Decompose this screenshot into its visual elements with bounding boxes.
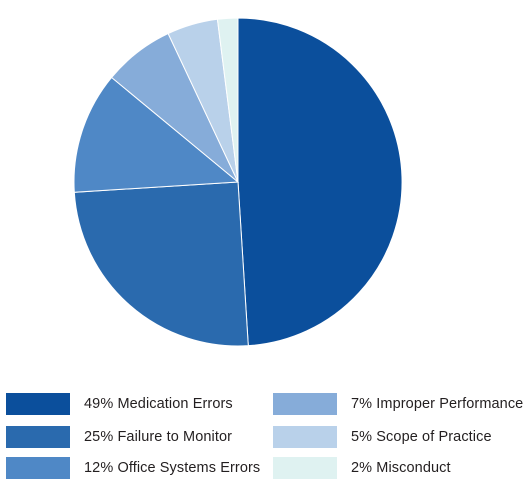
legend-item-misconduct: 2% Misconduct (273, 456, 451, 480)
pie-slice-office-systems-errors (73, 76, 240, 193)
legend-label: 49% Medication Errors (84, 396, 233, 412)
legend-item-scope-of-practice: 5% Scope of Practice (273, 425, 492, 449)
pie-slice-failure-to-monitor (73, 181, 249, 347)
legend-item-office-systems-errors: 12% Office Systems Errors (6, 456, 260, 480)
legend-item-failure-to-monitor: 25% Failure to Monitor (6, 425, 232, 449)
legend-label: 25% Failure to Monitor (84, 429, 233, 445)
legend-item-improper-performance: 7% Improper Performance (273, 392, 523, 416)
legend-swatch (6, 457, 70, 479)
legend-swatch (273, 393, 337, 415)
legend-swatch (273, 457, 337, 479)
legend-label: 2% Misconduct (351, 460, 451, 476)
legend-label: 7% Improper Performance (351, 396, 524, 412)
pie-slice-medication-errors (237, 17, 403, 347)
pie-slice-misconduct (216, 17, 239, 183)
legend-label: 5% Scope of Practice (351, 429, 492, 445)
legend-swatch (6, 426, 70, 448)
legend-swatch (6, 393, 70, 415)
pie-slices (73, 17, 403, 347)
legend-swatch (273, 426, 337, 448)
legend-label: 12% Office Systems Errors (84, 460, 261, 476)
legend-item-medication-errors: 49% Medication Errors (6, 392, 233, 416)
